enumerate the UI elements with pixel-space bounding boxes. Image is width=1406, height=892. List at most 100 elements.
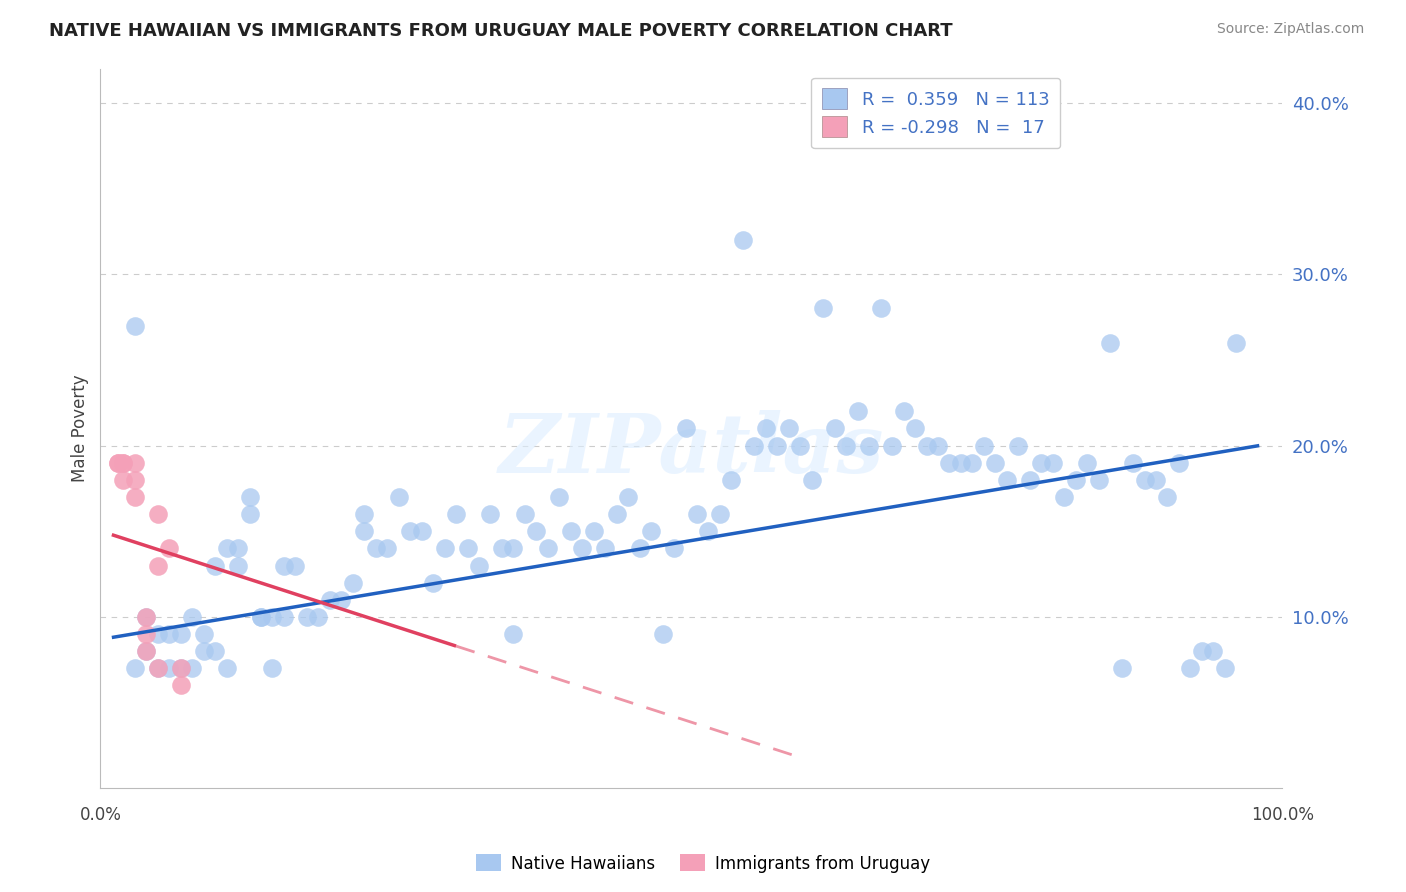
Text: Source: ZipAtlas.com: Source: ZipAtlas.com xyxy=(1216,22,1364,37)
Point xyxy=(353,524,375,539)
Point xyxy=(284,558,307,573)
Point xyxy=(307,610,329,624)
Point xyxy=(1018,473,1040,487)
Point xyxy=(1156,490,1178,504)
Point xyxy=(513,507,536,521)
Point xyxy=(193,644,215,658)
Point xyxy=(399,524,422,539)
Point xyxy=(273,558,295,573)
Point xyxy=(146,558,169,573)
Point xyxy=(502,541,524,556)
Point xyxy=(1133,473,1156,487)
Point xyxy=(1007,438,1029,452)
Point xyxy=(124,661,146,675)
Point xyxy=(1225,335,1247,350)
Point xyxy=(640,524,662,539)
Text: NATIVE HAWAIIAN VS IMMIGRANTS FROM URUGUAY MALE POVERTY CORRELATION CHART: NATIVE HAWAIIAN VS IMMIGRANTS FROM URUGU… xyxy=(49,22,953,40)
Point xyxy=(1191,644,1213,658)
Point xyxy=(915,438,938,452)
Point xyxy=(157,661,180,675)
Point xyxy=(342,575,364,590)
Point xyxy=(135,610,157,624)
Point xyxy=(204,644,226,658)
Point xyxy=(107,456,129,470)
Point xyxy=(262,610,284,624)
Point xyxy=(204,558,226,573)
Point xyxy=(491,541,513,556)
Point xyxy=(479,507,502,521)
Point xyxy=(720,473,742,487)
Point xyxy=(135,644,157,658)
Point xyxy=(124,318,146,333)
Point xyxy=(468,558,491,573)
Point xyxy=(709,507,731,521)
Point xyxy=(789,438,811,452)
Point xyxy=(124,473,146,487)
Point xyxy=(628,541,651,556)
Point xyxy=(170,678,193,692)
Point xyxy=(170,627,193,641)
Point xyxy=(112,473,135,487)
Point xyxy=(1122,456,1144,470)
Point xyxy=(1042,456,1064,470)
Point xyxy=(755,421,778,435)
Point xyxy=(893,404,915,418)
Point xyxy=(1180,661,1202,675)
Point xyxy=(124,490,146,504)
Point xyxy=(238,490,260,504)
Point xyxy=(1064,473,1087,487)
Point xyxy=(651,627,673,641)
Point xyxy=(731,233,754,247)
Point xyxy=(364,541,387,556)
Point xyxy=(146,661,169,675)
Point xyxy=(422,575,444,590)
Point xyxy=(226,558,249,573)
Point xyxy=(824,421,846,435)
Point xyxy=(571,541,593,556)
Point xyxy=(273,610,295,624)
Point xyxy=(112,456,135,470)
Point xyxy=(949,456,972,470)
Point xyxy=(662,541,685,556)
Point xyxy=(157,541,180,556)
Point xyxy=(135,627,157,641)
Point xyxy=(250,610,273,624)
Point xyxy=(170,661,193,675)
Point xyxy=(319,592,342,607)
Point xyxy=(880,438,903,452)
Point xyxy=(697,524,720,539)
Point xyxy=(548,490,571,504)
Point xyxy=(502,627,524,641)
Point xyxy=(250,610,273,624)
Point xyxy=(375,541,398,556)
Point xyxy=(835,438,858,452)
Point xyxy=(1076,456,1098,470)
Point xyxy=(238,507,260,521)
Point xyxy=(433,541,456,556)
Point xyxy=(1111,661,1133,675)
Text: ZIPatlas: ZIPatlas xyxy=(499,410,884,490)
Point xyxy=(295,610,318,624)
Point xyxy=(1168,456,1191,470)
Point xyxy=(124,456,146,470)
Point xyxy=(560,524,582,539)
Text: 100.0%: 100.0% xyxy=(1251,806,1313,824)
Point xyxy=(778,421,800,435)
Point xyxy=(1099,335,1122,350)
Point xyxy=(1202,644,1225,658)
Point xyxy=(537,541,560,556)
Point xyxy=(858,438,880,452)
Point xyxy=(1087,473,1109,487)
Point xyxy=(457,541,479,556)
Point xyxy=(181,661,204,675)
Point xyxy=(146,507,169,521)
Point xyxy=(157,627,180,641)
Point xyxy=(686,507,709,521)
Point xyxy=(995,473,1018,487)
Point xyxy=(146,661,169,675)
Point xyxy=(766,438,789,452)
Point xyxy=(973,438,995,452)
Point xyxy=(846,404,869,418)
Point xyxy=(582,524,605,539)
Point xyxy=(606,507,628,521)
